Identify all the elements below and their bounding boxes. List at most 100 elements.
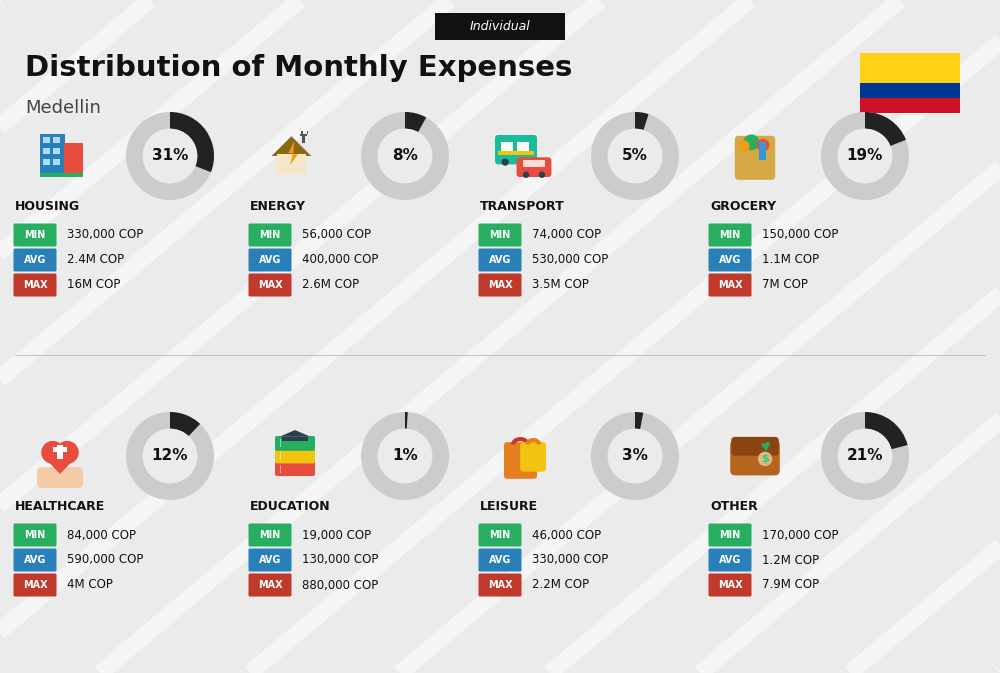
Wedge shape: [361, 112, 449, 200]
Text: MIN: MIN: [719, 230, 741, 240]
Text: MAX: MAX: [258, 280, 282, 290]
Polygon shape: [41, 454, 79, 474]
FancyBboxPatch shape: [13, 573, 56, 596]
Bar: [53, 159, 60, 165]
Circle shape: [838, 429, 892, 483]
Bar: [302, 135, 305, 143]
Text: AVG: AVG: [24, 555, 46, 565]
Wedge shape: [361, 412, 449, 500]
Bar: [517, 141, 529, 151]
Bar: [40, 135, 65, 174]
Wedge shape: [126, 112, 214, 200]
Text: MAX: MAX: [718, 580, 742, 590]
Text: 8%: 8%: [392, 149, 418, 164]
Bar: [277, 154, 306, 174]
Text: MIN: MIN: [24, 530, 46, 540]
FancyBboxPatch shape: [13, 524, 56, 546]
FancyBboxPatch shape: [248, 524, 292, 546]
Circle shape: [756, 139, 769, 151]
Text: TRANSPORT: TRANSPORT: [480, 199, 565, 213]
FancyBboxPatch shape: [248, 573, 292, 596]
FancyBboxPatch shape: [708, 524, 752, 546]
Polygon shape: [272, 136, 311, 156]
Text: 130,000 COP: 130,000 COP: [302, 553, 378, 567]
Bar: [53, 147, 60, 154]
Wedge shape: [405, 412, 408, 429]
FancyBboxPatch shape: [275, 436, 315, 451]
FancyBboxPatch shape: [435, 13, 565, 40]
Bar: [57, 446, 63, 459]
Text: 4M COP: 4M COP: [67, 579, 113, 592]
Bar: [301, 131, 303, 134]
Bar: [860, 53, 960, 83]
Bar: [498, 151, 534, 155]
Text: MAX: MAX: [258, 580, 282, 590]
Text: MAX: MAX: [23, 580, 47, 590]
Wedge shape: [591, 112, 679, 200]
Text: LEISURE: LEISURE: [480, 499, 538, 513]
Circle shape: [739, 141, 750, 151]
Text: MAX: MAX: [23, 280, 47, 290]
Text: 19%: 19%: [847, 149, 883, 164]
FancyBboxPatch shape: [479, 573, 522, 596]
Text: 2.6M COP: 2.6M COP: [302, 279, 359, 291]
Text: HOUSING: HOUSING: [15, 199, 80, 213]
Text: MIN: MIN: [719, 530, 741, 540]
Text: MIN: MIN: [24, 230, 46, 240]
Text: MIN: MIN: [489, 230, 511, 240]
Text: 46,000 COP: 46,000 COP: [532, 528, 601, 542]
Text: 12%: 12%: [152, 448, 188, 464]
FancyBboxPatch shape: [735, 136, 775, 180]
Wedge shape: [865, 412, 908, 449]
Text: 7.9M COP: 7.9M COP: [762, 579, 819, 592]
Text: 3%: 3%: [622, 448, 648, 464]
Text: EDUCATION: EDUCATION: [250, 499, 331, 513]
Text: 3.5M COP: 3.5M COP: [532, 279, 589, 291]
FancyBboxPatch shape: [248, 548, 292, 571]
Bar: [523, 160, 545, 167]
Wedge shape: [821, 412, 909, 500]
Circle shape: [523, 159, 530, 166]
Bar: [280, 452, 281, 460]
Circle shape: [608, 129, 662, 183]
Bar: [307, 131, 308, 134]
Circle shape: [41, 441, 64, 464]
FancyBboxPatch shape: [495, 135, 537, 164]
FancyBboxPatch shape: [504, 442, 537, 479]
FancyBboxPatch shape: [479, 248, 522, 271]
Circle shape: [743, 135, 759, 150]
Text: 1%: 1%: [392, 448, 418, 464]
FancyBboxPatch shape: [479, 524, 522, 546]
Text: 19,000 COP: 19,000 COP: [302, 528, 371, 542]
Circle shape: [378, 429, 432, 483]
Text: 400,000 COP: 400,000 COP: [302, 254, 378, 267]
Wedge shape: [635, 112, 649, 130]
Text: AVG: AVG: [489, 255, 511, 265]
Text: AVG: AVG: [259, 255, 281, 265]
Text: OTHER: OTHER: [710, 499, 758, 513]
Text: 150,000 COP: 150,000 COP: [762, 229, 838, 242]
Wedge shape: [635, 412, 643, 429]
Text: 21%: 21%: [847, 448, 883, 464]
Circle shape: [608, 429, 662, 483]
Bar: [501, 141, 513, 151]
Text: AVG: AVG: [259, 555, 281, 565]
Text: MIN: MIN: [259, 230, 281, 240]
Text: 590,000 COP: 590,000 COP: [67, 553, 143, 567]
Text: AVG: AVG: [719, 255, 741, 265]
Bar: [300, 134, 307, 136]
FancyBboxPatch shape: [248, 248, 292, 271]
Bar: [53, 137, 60, 143]
Polygon shape: [289, 141, 298, 165]
Text: MAX: MAX: [488, 580, 512, 590]
Text: 330,000 COP: 330,000 COP: [67, 229, 143, 242]
FancyBboxPatch shape: [13, 548, 56, 571]
Bar: [43, 159, 50, 165]
Circle shape: [758, 452, 772, 466]
FancyBboxPatch shape: [708, 273, 752, 297]
Text: 16M COP: 16M COP: [67, 279, 120, 291]
FancyBboxPatch shape: [13, 273, 56, 297]
Text: 7M COP: 7M COP: [762, 279, 808, 291]
Text: 1.2M COP: 1.2M COP: [762, 553, 819, 567]
Wedge shape: [126, 412, 214, 500]
